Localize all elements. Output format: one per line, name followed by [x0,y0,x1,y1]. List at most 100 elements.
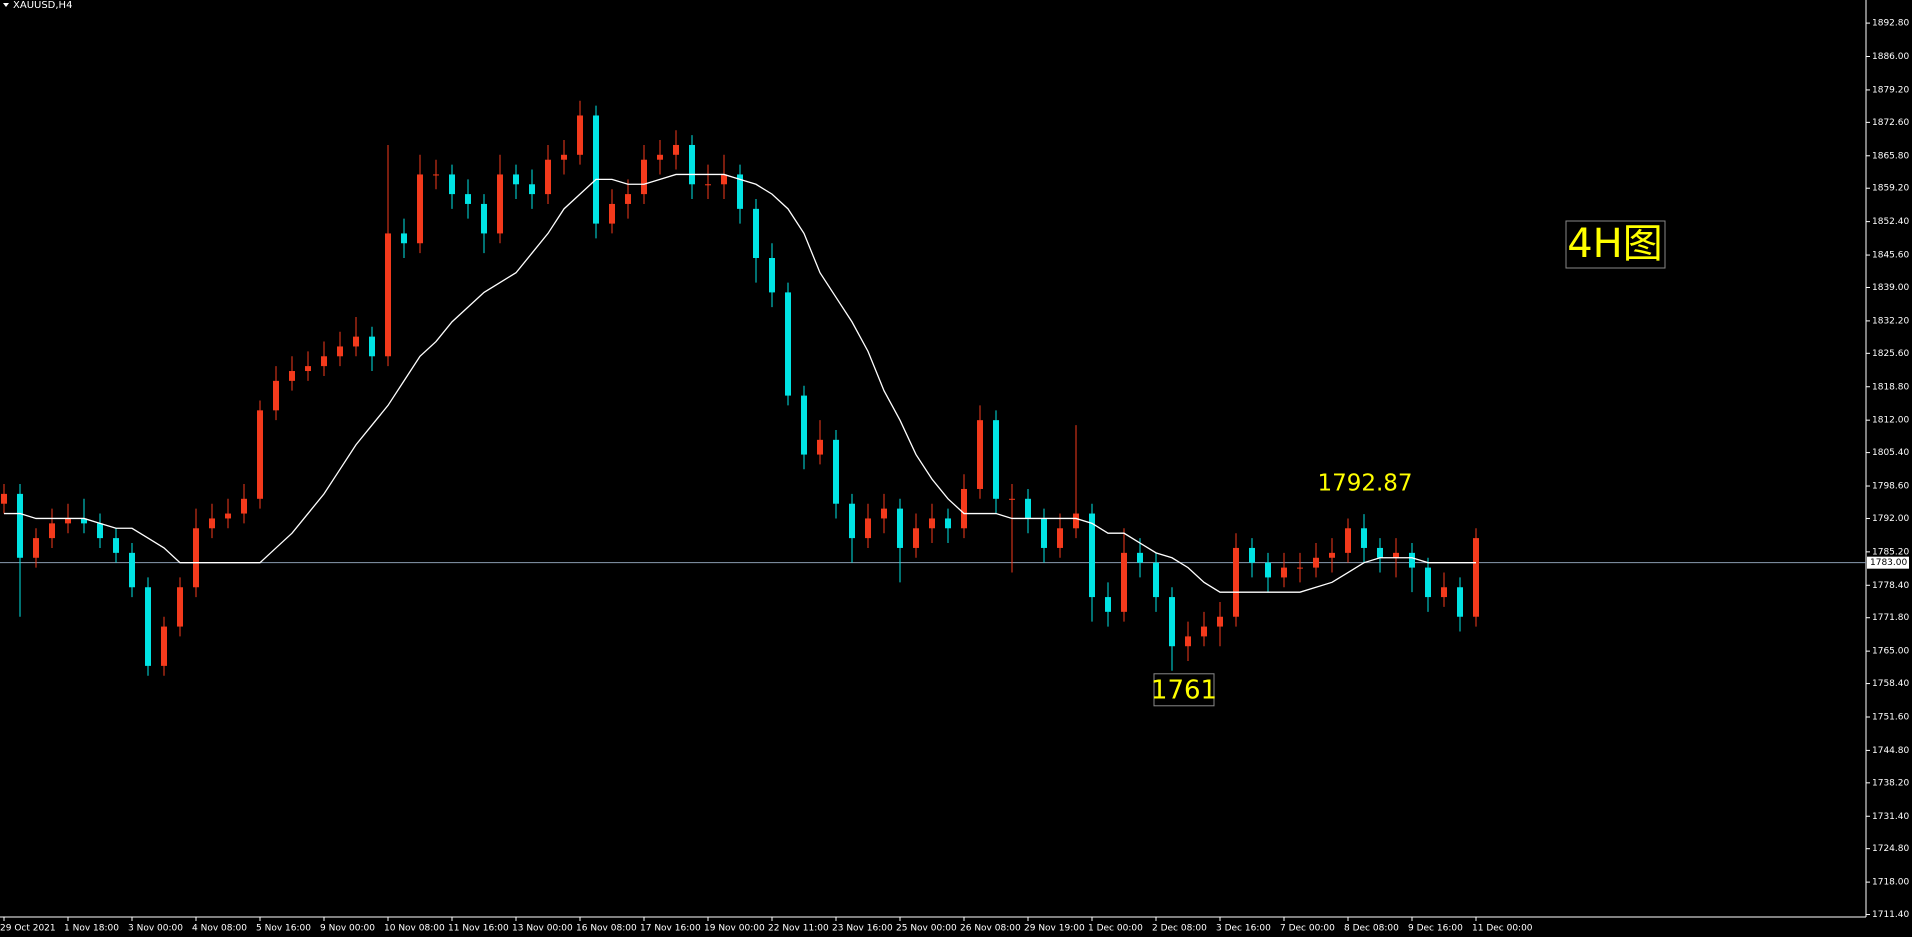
candle-body [145,587,151,666]
x-tick-label: 16 Nov 08:00 [576,924,637,934]
candle-body [641,159,647,195]
candle-body [497,174,503,234]
candle-body [1281,567,1287,578]
candle-body [1025,498,1031,519]
candle-body [401,233,407,244]
y-tick-label: 1738.20 [1872,778,1909,788]
candle-body [1393,552,1399,558]
candle-body [193,528,199,588]
candle-body [849,503,855,539]
y-tick-label: 1731.40 [1872,812,1909,822]
candle-body [785,292,791,396]
candle-body [1361,528,1367,548]
candle-body [721,174,727,185]
candle-body [625,194,631,204]
x-tick-label: 7 Dec 00:00 [1280,924,1335,934]
y-tick-label: 1798.60 [1872,482,1909,492]
y-tick-label: 1832.20 [1872,316,1909,326]
candle-body [1217,616,1223,627]
y-tick-label: 1872.60 [1872,118,1909,128]
y-tick-label: 1812.00 [1872,416,1909,426]
x-tick-label: 5 Nov 16:00 [256,924,311,934]
x-tick-label: 23 Nov 16:00 [832,924,893,934]
x-tick-label: 8 Dec 08:00 [1344,924,1399,934]
y-tick-label: 1758.40 [1872,679,1909,689]
candle-body [1153,562,1159,598]
candle-body [241,498,247,514]
y-tick-label: 1805.40 [1872,448,1909,458]
low-annotation: 1761 [1151,675,1217,705]
candle-body [817,439,823,455]
candle-body [1345,528,1351,553]
candle-body [385,233,391,357]
candle-body [1105,597,1111,612]
candle-body [801,395,807,455]
candle-body [577,115,583,155]
candle-body [689,144,695,185]
candle-body [113,538,119,553]
candle-body [929,518,935,529]
candle-body [289,371,295,381]
candle-body [1457,587,1463,617]
x-tick-label: 3 Dec 16:00 [1216,924,1271,934]
x-tick-label: 11 Dec 00:00 [1472,924,1533,934]
x-tick-label: 22 Nov 11:00 [768,924,829,934]
candle-body [129,552,135,588]
y-tick-label: 1839.00 [1872,283,1909,293]
high-annotation: 1792.87 [1317,471,1412,497]
candle-body [593,115,599,224]
candle-body [1377,547,1383,558]
current-price-label: 1783.00 [1870,558,1907,568]
candle-body [1137,552,1143,563]
candle-body [1473,538,1479,617]
candle-body [977,420,983,489]
candle-body [321,356,327,367]
candle-body [1297,567,1303,569]
candle-body [1009,498,1015,500]
candle-body [1329,552,1335,558]
candle-body [17,493,23,558]
symbol-menu-arrow[interactable] [3,3,9,7]
candle-body [97,523,103,539]
candle-body [769,257,775,293]
candle-body [1121,552,1127,612]
candle-body [49,523,55,539]
candle-body [1313,557,1319,568]
y-tick-label: 1785.20 [1872,547,1909,557]
moving-average [4,173,1476,593]
candle-body [1265,562,1271,578]
candle-body [433,174,439,176]
x-tick-label: 10 Nov 08:00 [384,924,445,934]
candle-body [545,159,551,195]
candle-body [609,203,615,224]
candle-body [1185,636,1191,647]
timeframe-annotation: 4H图 [1567,221,1663,267]
candle-body [481,203,487,234]
candle-body [673,144,679,155]
x-tick-label: 1 Nov 18:00 [64,924,119,934]
candle-body [369,336,375,357]
y-tick-label: 1852.40 [1872,217,1909,227]
candle-body [737,174,743,209]
candle-body [513,174,519,185]
candle-body [449,174,455,195]
x-tick-label: 2 Dec 08:00 [1152,924,1207,934]
candle-body [705,184,711,186]
candle-body [273,380,279,411]
candle-body [945,518,951,529]
candle-body [209,518,215,529]
y-tick-label: 1818.80 [1872,382,1909,392]
x-tick-label: 4 Nov 08:00 [192,924,247,934]
candle-body [657,154,663,160]
candle-body [897,508,903,548]
y-tick-label: 1778.40 [1872,581,1909,591]
candle-body [81,518,87,524]
candle-body [561,154,567,160]
timeframe-box [1565,220,1666,269]
candle-body [33,538,39,558]
candle-body [161,626,167,666]
x-tick-label: 9 Dec 16:00 [1408,924,1463,934]
y-tick-label: 1825.60 [1872,349,1909,359]
